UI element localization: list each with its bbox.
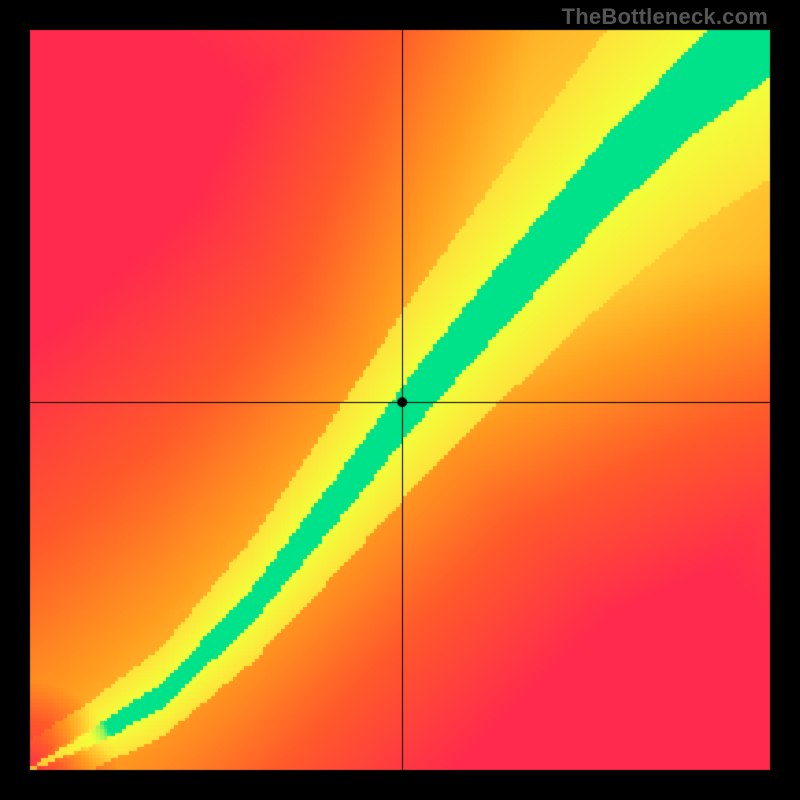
bottleneck-heatmap (0, 0, 800, 800)
chart-container: { "watermark": { "text": "TheBottleneck.… (0, 0, 800, 800)
watermark-text: TheBottleneck.com (562, 4, 768, 30)
